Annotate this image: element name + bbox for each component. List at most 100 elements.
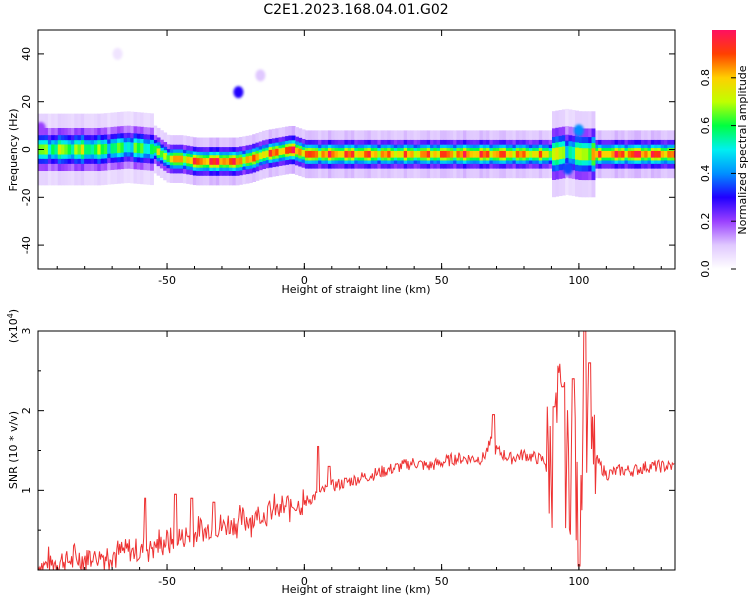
heatmap-cell xyxy=(140,143,145,154)
heatmap-cell xyxy=(383,150,388,158)
y-tick-label: 2 xyxy=(20,407,33,414)
heatmap-cell xyxy=(163,153,168,160)
heatmap-cell xyxy=(354,150,359,158)
x-tick-label: 50 xyxy=(435,274,449,287)
heatmap-cell xyxy=(532,150,537,158)
heatmap-cell xyxy=(360,150,365,158)
colorbar: 0.0 0.2 0.4 0.6 0.8 Normalized spectral ampl… xyxy=(699,30,749,278)
heatmap-cell xyxy=(238,157,243,165)
heatmap-cell xyxy=(166,155,171,163)
colorbar-tick-label: 0.6 xyxy=(699,117,712,135)
heatmap-cell xyxy=(403,150,408,158)
heatmap-cell xyxy=(637,150,642,158)
heatmap-cell xyxy=(334,150,339,158)
heatmap-cell xyxy=(647,150,652,158)
heatmap-cell xyxy=(159,150,164,158)
colorbar-ticks: 0.0 0.2 0.4 0.6 0.8 xyxy=(699,69,736,278)
y-tick-label: 3 xyxy=(20,328,33,335)
heatmap-cell xyxy=(489,150,494,158)
heatmap-cell xyxy=(222,158,227,165)
heatmap-cell xyxy=(357,150,362,158)
heatmap-cell xyxy=(397,150,402,158)
heatmap-cell xyxy=(387,150,392,158)
heatmap-cell xyxy=(61,144,65,155)
colorbar-tick-label: 0.0 xyxy=(699,260,712,278)
heatmap-cell xyxy=(657,150,662,158)
heatmap-cell xyxy=(476,150,481,158)
colorbar-label: Normalized spectral amplitude xyxy=(736,65,749,234)
heatmap-cell xyxy=(525,150,530,158)
snr-spike-point xyxy=(589,362,591,364)
heatmap-cell xyxy=(664,150,668,158)
heatmap-cell xyxy=(44,144,49,155)
heatmap-cell xyxy=(453,150,458,158)
heatmap-blob xyxy=(38,121,46,134)
heatmap-cell xyxy=(262,151,266,159)
heatmap-cell xyxy=(192,157,197,165)
heatmap-cell xyxy=(670,150,675,158)
heatmap-cell xyxy=(156,148,161,156)
heatmap-cell xyxy=(449,150,454,158)
heatmap-cell xyxy=(143,143,148,154)
snr-spike-point xyxy=(174,493,176,495)
heatmap-cell xyxy=(271,149,276,157)
heatmap-cell xyxy=(575,147,579,160)
heatmap-cell xyxy=(413,150,418,158)
snr-background xyxy=(38,331,675,570)
heatmap-cell xyxy=(70,144,75,155)
heatmap-cell xyxy=(265,150,270,158)
heatmap-cell xyxy=(291,146,296,154)
heatmap-cell xyxy=(423,150,428,158)
heatmap-cell xyxy=(136,143,141,154)
heatmap-cell xyxy=(426,150,431,158)
heatmap-cell xyxy=(117,142,121,153)
heatmap-cell xyxy=(186,156,191,164)
heatmap-cell xyxy=(601,150,606,158)
heatmap-cell xyxy=(538,150,543,158)
heatmap-cell xyxy=(229,158,233,165)
heatmap-cell xyxy=(420,150,425,158)
heatmap-cell xyxy=(614,150,619,158)
spectrogram-x-axis-label: Height of straight line (km) xyxy=(281,283,430,296)
heatmap-cell xyxy=(337,150,342,158)
heatmap-cell xyxy=(584,148,589,161)
heatmap-cell xyxy=(123,142,128,153)
heatmap-cell xyxy=(367,150,372,158)
heatmap-cell xyxy=(189,157,194,164)
colorbar-tick-label: 0.2 xyxy=(699,212,712,230)
heatmap-cell xyxy=(608,150,612,158)
heatmap-cell xyxy=(301,149,306,157)
x-tick-label: 0 xyxy=(301,274,308,287)
heatmap-cell xyxy=(84,144,89,155)
heatmap-cell xyxy=(90,144,95,155)
heatmap-cell xyxy=(133,142,138,153)
heatmap-cell xyxy=(209,158,214,165)
heatmap-cell xyxy=(232,158,237,165)
heatmap-cell xyxy=(528,150,533,158)
heatmap-cell xyxy=(67,144,72,155)
heatmap-cell xyxy=(87,144,92,155)
x-tick-label: 100 xyxy=(568,575,589,588)
heatmap-cell xyxy=(548,150,553,158)
x-tick-label: 100 xyxy=(568,274,589,287)
heatmap-cell xyxy=(285,147,290,154)
spectrogram-x-ticks: -50 0 50 100 xyxy=(56,30,662,287)
heatmap-cell xyxy=(103,144,108,155)
heatmap-cell xyxy=(512,150,517,158)
heatmap-cell xyxy=(377,150,382,158)
heatmap-cell xyxy=(107,143,112,154)
colorbar-tick-label: 0.4 xyxy=(699,165,712,183)
heatmap-cell xyxy=(416,150,421,158)
heatmap-cell xyxy=(182,156,187,163)
x-tick-label: -50 xyxy=(158,575,176,588)
heatmap-cell xyxy=(621,150,626,158)
heatmap-cell xyxy=(515,150,520,158)
heatmap-cell xyxy=(51,144,56,155)
heatmap-cell xyxy=(588,148,593,161)
heatmap-cell xyxy=(634,150,639,158)
snr-y-ticks: 1 2 3 xyxy=(20,328,675,531)
heatmap-cell xyxy=(459,150,464,158)
heatmap-cell xyxy=(288,146,293,154)
heatmap-cell xyxy=(509,150,514,158)
